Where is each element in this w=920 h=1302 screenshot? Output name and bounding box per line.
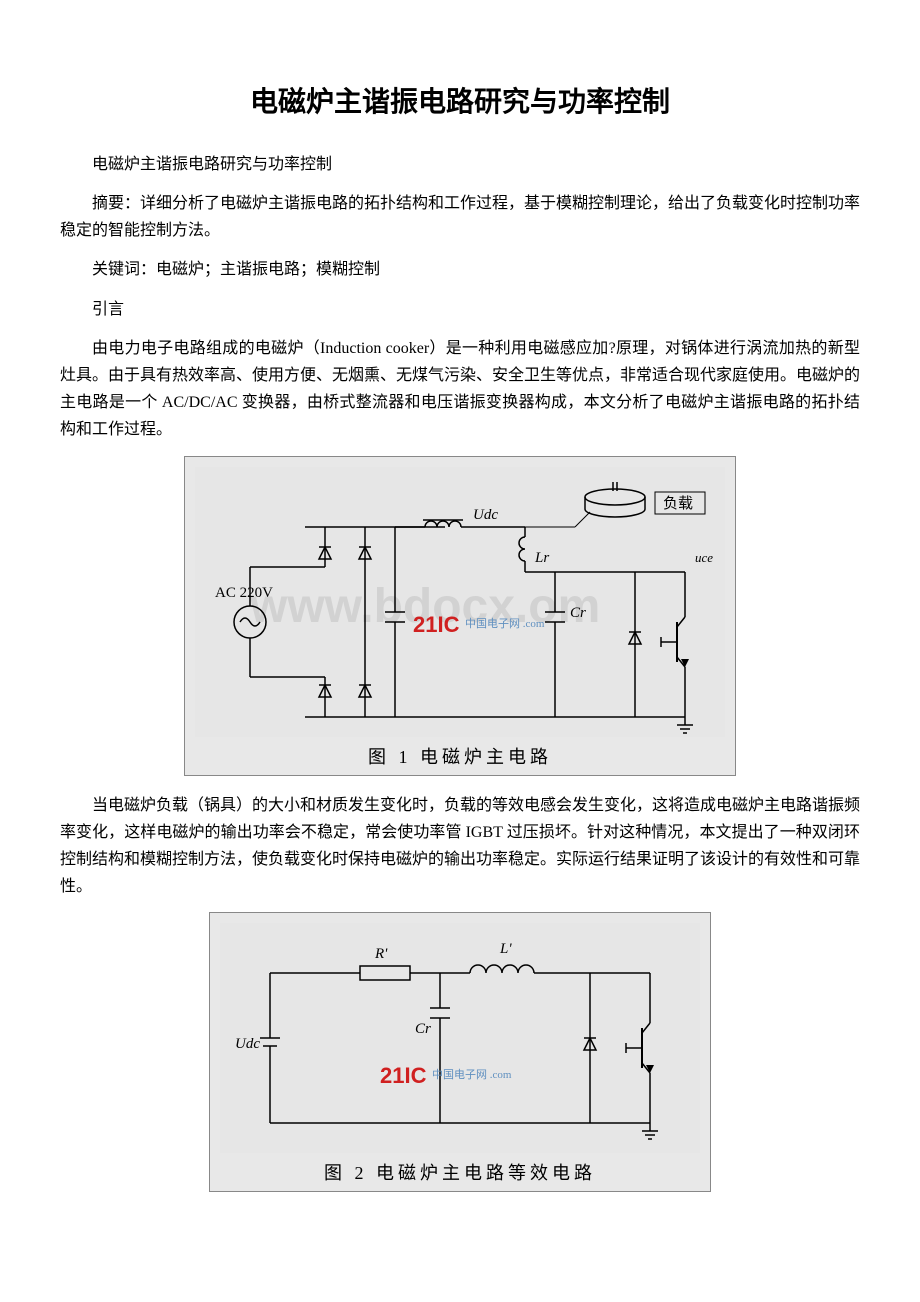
intro-label: 引言 xyxy=(60,296,860,323)
udc-label: Udc xyxy=(473,507,498,523)
figure-2: Udc R' L' Cr xyxy=(220,923,700,1153)
figure-2-box: Udc R' L' Cr xyxy=(209,912,711,1192)
ac-label: AC 220V xyxy=(215,585,273,601)
logo-21ic: 21IC xyxy=(413,612,460,637)
figure-1-caption: 图 1 电磁炉主电路 xyxy=(195,743,725,769)
r-label: R' xyxy=(374,946,388,962)
figure-1: www.bdocx.om AC 220V xyxy=(195,467,725,737)
intro-paragraph: 由电力电子电路组成的电磁炉（Induction cooker）是一种利用电磁感应… xyxy=(60,335,860,444)
document-subtitle: 电磁炉主谐振电路研究与功率控制 xyxy=(60,150,860,174)
figure-1-box: www.bdocx.om AC 220V xyxy=(184,456,736,776)
document-title: 电磁炉主谐振电路研究与功率控制 xyxy=(60,80,860,120)
udc-label-2: Udc xyxy=(235,1036,260,1052)
circuit-diagram-2: Udc R' L' Cr xyxy=(220,923,700,1153)
logo-subtext: 中国电子网 .com xyxy=(432,1068,512,1081)
abstract-paragraph: 摘要：详细分析了电磁炉主谐振电路的拓扑结构和工作过程，基于模糊控制理论，给出了负… xyxy=(60,190,860,244)
figure-1-container: www.bdocx.om AC 220V xyxy=(60,456,860,776)
cr-label: Cr xyxy=(570,605,586,621)
circuit-diagram-1: www.bdocx.om AC 220V xyxy=(195,467,725,737)
cr-label-2: Cr xyxy=(415,1021,431,1037)
lr-label: Lr xyxy=(534,550,549,566)
uce-label: uce xyxy=(695,550,713,565)
mid-paragraph: 当电磁炉负载（锅具）的大小和材质发生变化时，负载的等效电感会发生变化，这将造成电… xyxy=(60,792,860,901)
figure-2-container: Udc R' L' Cr xyxy=(60,912,860,1192)
load-label: 负载 xyxy=(663,495,693,512)
figure-2-caption: 图 2 电磁炉主电路等效电路 xyxy=(220,1159,700,1185)
keywords-paragraph: 关键词：电磁炉；主谐振电路；模糊控制 xyxy=(60,256,860,283)
logo-subtext: 中国电子网 .com xyxy=(465,617,545,630)
l-label: L' xyxy=(499,941,512,957)
logo-21ic: 21IC xyxy=(380,1063,427,1088)
